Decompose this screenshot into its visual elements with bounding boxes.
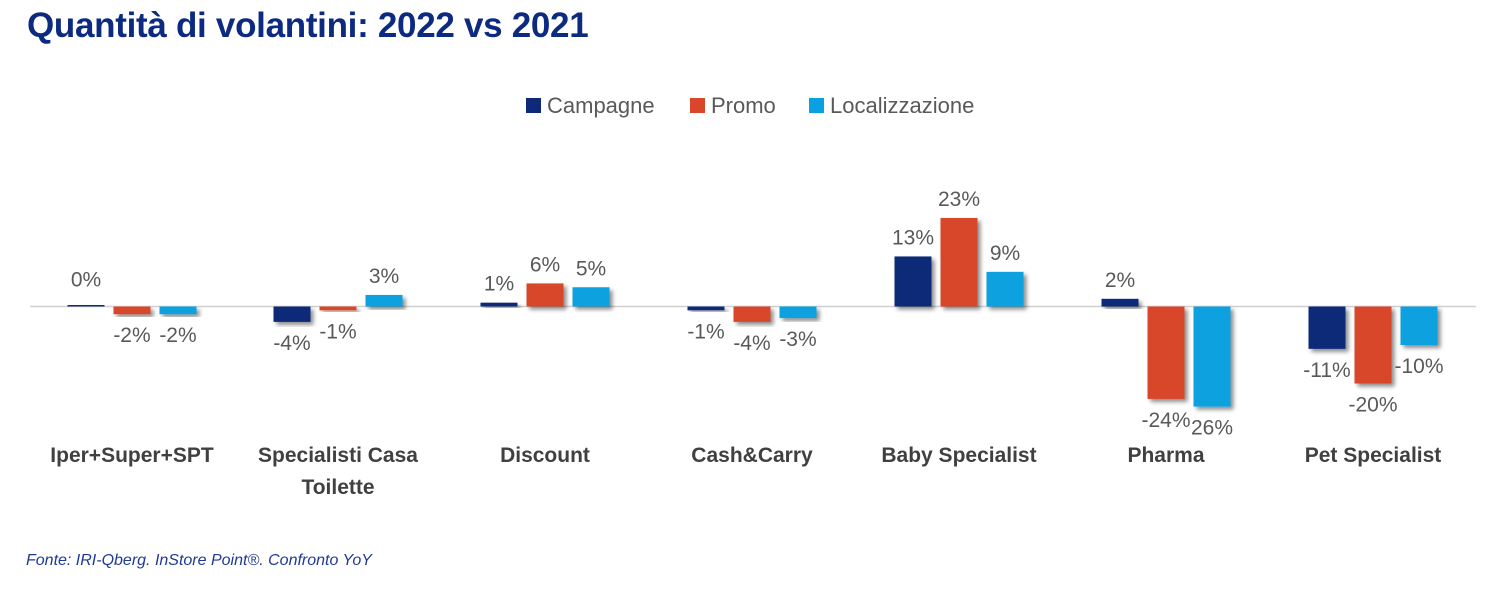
data-label-localizzazione-2: 5% — [576, 257, 606, 280]
data-label-localizzazione-3: -3% — [779, 328, 816, 351]
bar-campagne-2 — [480, 302, 518, 307]
data-label-campagne-2: 1% — [484, 273, 514, 296]
bar-promo-5 — [1147, 306, 1185, 399]
category-label-5: Pharma — [1127, 444, 1204, 467]
data-label-promo-5: -24% — [1141, 409, 1190, 432]
bar-localizzazione-0 — [159, 306, 197, 315]
legend-swatch-promo — [690, 98, 705, 113]
bar-localizzazione-5 — [1193, 306, 1231, 407]
data-label-campagne-6: -11% — [1303, 359, 1350, 382]
bar-promo-0 — [113, 306, 151, 315]
bar-campagne-6 — [1308, 306, 1346, 349]
data-label-promo-0: -2% — [113, 324, 150, 347]
bar-promo-1 — [319, 306, 357, 311]
legend-label-campagne: Campagne — [547, 93, 655, 118]
data-label-promo-1: -1% — [319, 320, 356, 343]
category-label-1: Specialisti Casa Toilette — [258, 444, 418, 499]
legend-swatch-campagne — [526, 98, 541, 113]
category-label-2: Discount — [500, 444, 590, 467]
legend-label-localizzazione: Localizzazione — [830, 93, 974, 118]
bar-campagne-3 — [687, 306, 725, 311]
data-label-campagne-4: 13% — [892, 226, 934, 249]
chart-title: Quantità di volantini: 2022 vs 2021 — [27, 6, 589, 45]
bar-localizzazione-2 — [572, 287, 610, 307]
source-note: Fonte: IRI-Qberg. InStore Point®. Confro… — [26, 552, 372, 569]
data-label-campagne-3: -1% — [687, 320, 724, 343]
data-label-localizzazione-0: -2% — [159, 324, 196, 347]
legend-swatch-localizzazione — [809, 98, 824, 113]
data-label-campagne-5: 2% — [1105, 269, 1135, 292]
bars-group — [67, 217, 1438, 407]
data-labels-group: 0% -4% 1% -1% 13% 2% -11% -2% -1% 6% -4% 23% -24% -20… — [71, 188, 1444, 440]
category-labels-group: Iper+Super+SPT Specialisti Casa Toilette Di… — [50, 444, 1441, 499]
bar-localizzazione-4 — [986, 271, 1024, 307]
bar-campagne-4 — [894, 256, 932, 307]
data-label-campagne-1: -4% — [273, 332, 310, 355]
bar-promo-6 — [1354, 306, 1392, 384]
data-label-localizzazione-1: 3% — [369, 265, 399, 288]
legend-label-promo: Promo — [711, 93, 776, 118]
data-label-promo-3: -4% — [733, 332, 770, 355]
data-label-campagne-0: 0% — [71, 269, 101, 292]
bar-campagne-5 — [1101, 298, 1139, 307]
legend: Campagne Promo Localizzazione — [526, 93, 974, 118]
data-label-promo-6: -20% — [1348, 394, 1397, 417]
data-label-promo-4: 23% — [938, 188, 980, 211]
data-label-localizzazione-4: 9% — [990, 242, 1020, 265]
category-label-4: Baby Specialist — [881, 444, 1036, 467]
bar-promo-3 — [733, 306, 771, 322]
bar-localizzazione-3 — [779, 306, 817, 319]
category-label-6: Pet Specialist — [1305, 444, 1442, 467]
data-label-localizzazione-5: 26% — [1191, 417, 1233, 440]
bar-promo-4 — [940, 217, 978, 307]
category-label-3: Cash&Carry — [691, 444, 813, 467]
data-label-localizzazione-6: -10% — [1394, 355, 1443, 378]
data-label-promo-2: 6% — [530, 253, 560, 276]
bar-campagne-0 — [67, 305, 105, 307]
bar-campagne-1 — [273, 306, 311, 322]
bar-localizzazione-6 — [1400, 306, 1438, 345]
bar-promo-2 — [526, 283, 564, 307]
bar-localizzazione-1 — [365, 294, 403, 307]
category-label-0: Iper+Super+SPT — [50, 444, 214, 467]
